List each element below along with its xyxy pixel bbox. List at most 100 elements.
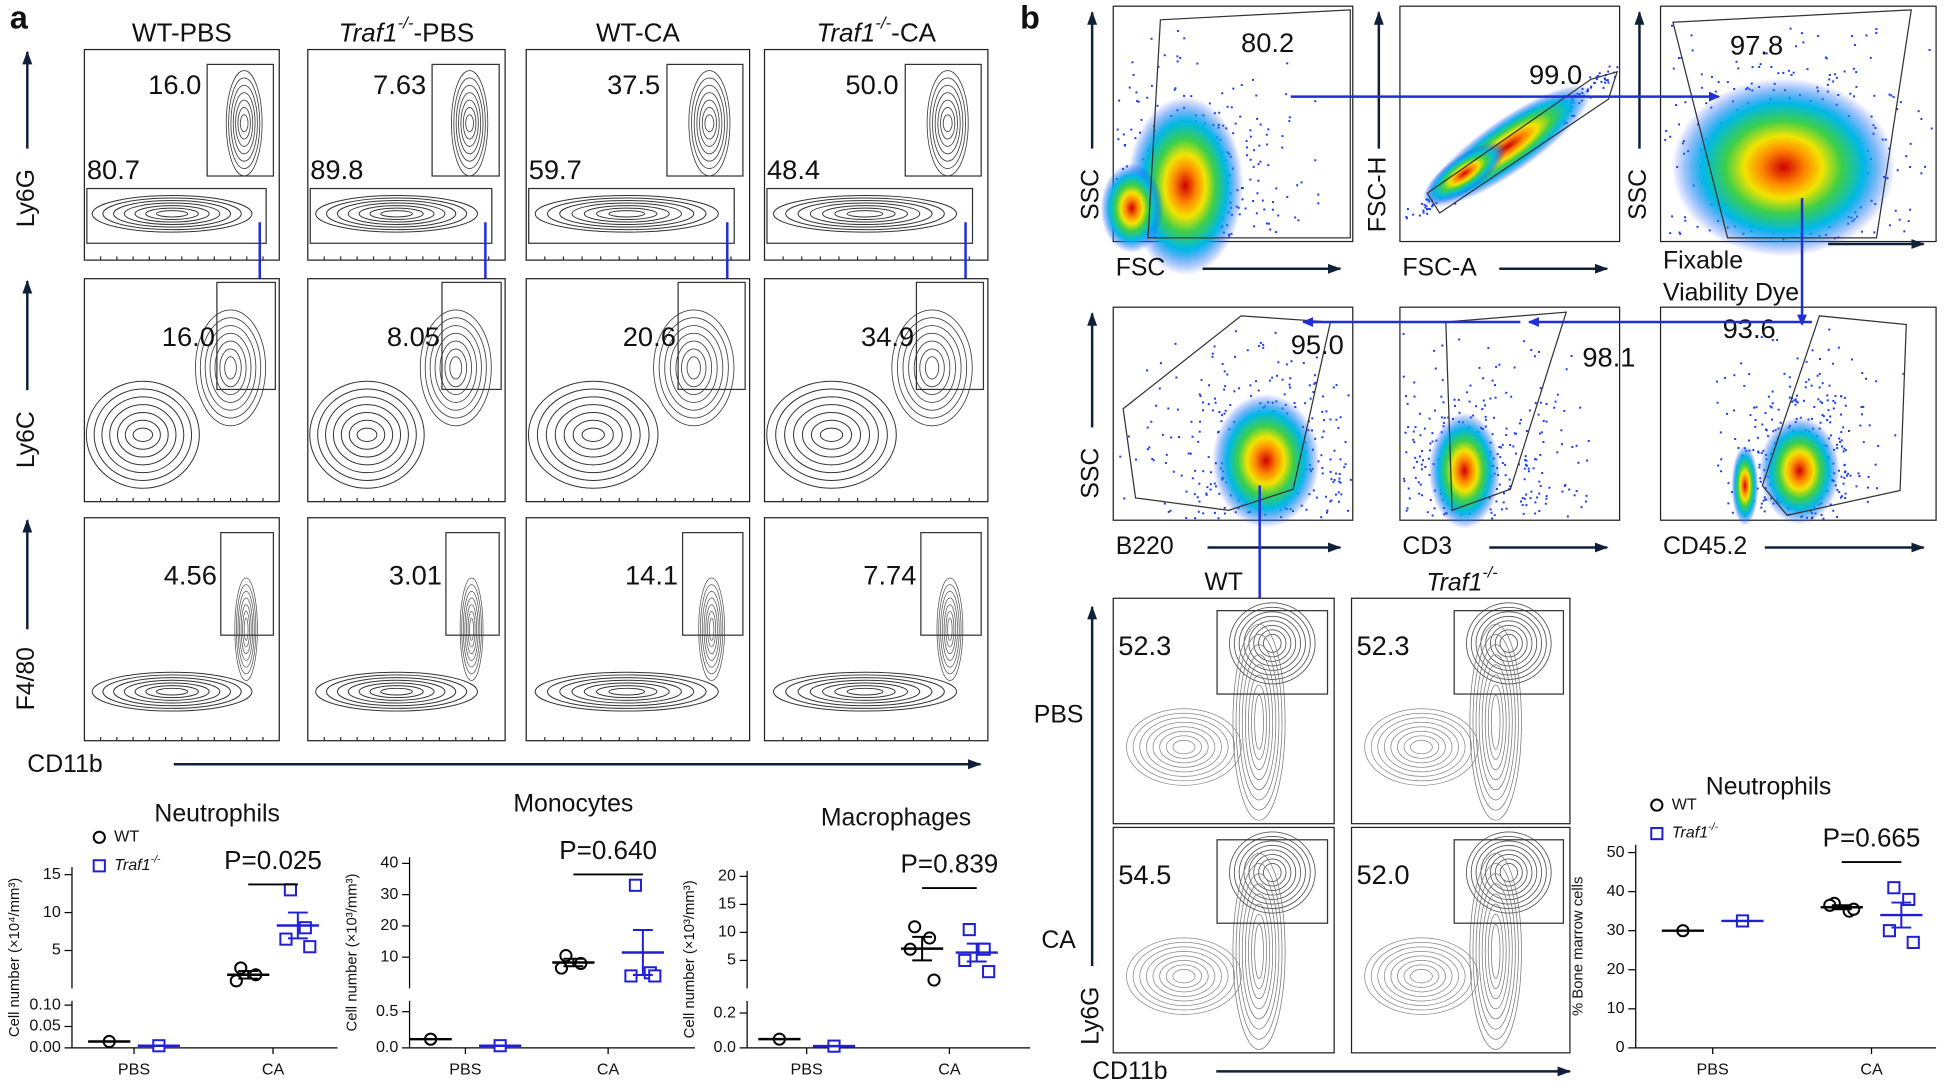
gate: [1445, 311, 1568, 512]
contour: [315, 671, 478, 712]
contour: [460, 99, 479, 147]
density-blob: [1759, 417, 1840, 525]
y-axis-label: Cell number (×10³/mm³): [682, 880, 698, 1038]
event-dot: [1246, 154, 1249, 157]
contour: [653, 309, 735, 427]
event-dot: [1534, 458, 1537, 461]
event-dot: [1842, 450, 1845, 453]
contour: [698, 577, 725, 681]
event-dot: [1224, 385, 1227, 388]
event-dot: [1804, 386, 1807, 389]
event-dot: [1563, 409, 1566, 412]
event-dot: [1190, 420, 1193, 423]
event-dot: [1832, 407, 1835, 410]
event-dot: [1756, 436, 1759, 439]
event-dot: [1440, 416, 1443, 419]
y-axis-label: Cell number (×10³/mm³): [344, 873, 360, 1031]
event-dot: [1151, 457, 1154, 460]
event-dot: [1288, 120, 1291, 123]
contour: [1238, 611, 1306, 676]
event-dot: [1333, 449, 1336, 452]
event-dot: [1586, 459, 1589, 462]
event-dot: [1164, 462, 1167, 465]
y-tick-label: 0.0: [714, 1038, 736, 1056]
contour: [534, 194, 719, 233]
gate: [445, 531, 500, 636]
event-dot: [1442, 421, 1445, 424]
contour: [369, 207, 424, 220]
contour: [113, 677, 232, 707]
column-header: WT-PBS: [132, 18, 232, 48]
event-dot: [1176, 408, 1179, 411]
event-dot: [1537, 413, 1540, 416]
y-axis-label: SSC: [1078, 448, 1105, 499]
contour: [134, 205, 210, 223]
event-dot: [1734, 437, 1737, 440]
contour: [929, 77, 966, 169]
gate: [431, 63, 500, 177]
contour: [1499, 633, 1518, 653]
event-dot: [1314, 159, 1317, 162]
event-dot: [1534, 512, 1537, 515]
panel-label: a: [10, 0, 29, 35]
event-dot: [1412, 438, 1415, 441]
x-axis-label-line: Fixable: [1663, 247, 1743, 274]
contour: [1370, 942, 1473, 1011]
y-tick-label: 50: [1607, 843, 1625, 861]
event-dot: [1579, 406, 1582, 409]
event-dot: [1585, 500, 1588, 503]
event-dot: [1150, 420, 1153, 423]
event-dot: [1754, 425, 1757, 428]
event-dot: [1234, 330, 1237, 333]
contour: [932, 84, 964, 162]
event-dot: [1787, 69, 1790, 72]
contour: [1172, 739, 1196, 755]
event-dot: [1433, 349, 1436, 352]
event-dot: [1199, 395, 1202, 398]
event-dot: [1510, 395, 1513, 398]
gate-value: 16.0: [148, 69, 201, 100]
gate: [920, 531, 982, 636]
y-tick-label: 0.10: [29, 995, 60, 1013]
event-dot: [1146, 448, 1149, 451]
event-dot: [1176, 60, 1179, 63]
contour: [1499, 863, 1518, 882]
event-dot: [1128, 86, 1131, 89]
contour: [1472, 633, 1519, 811]
column-header: Traf1-/--PBS: [339, 14, 475, 48]
event-dot: [1760, 502, 1763, 505]
event-dot: [1829, 415, 1832, 418]
gate: [1453, 610, 1565, 695]
contour: [896, 317, 968, 419]
event-dot: [1407, 487, 1410, 490]
contour: [1146, 951, 1222, 1002]
event-dot: [1340, 493, 1343, 496]
event-dot: [1505, 391, 1508, 394]
event-dot: [1727, 482, 1730, 485]
event-dot: [1245, 140, 1248, 143]
event-dot: [1189, 452, 1192, 455]
gate-value: 7.63: [373, 69, 426, 100]
event-dot: [1495, 365, 1498, 368]
event-dot: [1246, 349, 1249, 352]
legend-label: Traf1-/-: [1672, 822, 1719, 842]
event-dot: [1843, 477, 1846, 480]
contour: [797, 677, 933, 707]
event-dot: [1223, 506, 1226, 509]
event-dot: [1818, 357, 1821, 360]
contour: [1480, 845, 1538, 900]
gate: [1453, 839, 1565, 924]
event-dot: [1607, 70, 1610, 73]
x-tick-label: CA: [1860, 1060, 1883, 1078]
event-dot: [1226, 105, 1229, 108]
event-dot: [1347, 509, 1350, 512]
event-dot: [1484, 404, 1487, 407]
event-dot: [1418, 492, 1421, 495]
contour: [784, 396, 879, 474]
event-dot: [1256, 192, 1259, 195]
event-dot: [1240, 84, 1243, 87]
event-dot: [1770, 66, 1773, 68]
event-dot: [1534, 402, 1537, 405]
event-dot: [1840, 445, 1843, 448]
event-dot: [1748, 373, 1751, 376]
